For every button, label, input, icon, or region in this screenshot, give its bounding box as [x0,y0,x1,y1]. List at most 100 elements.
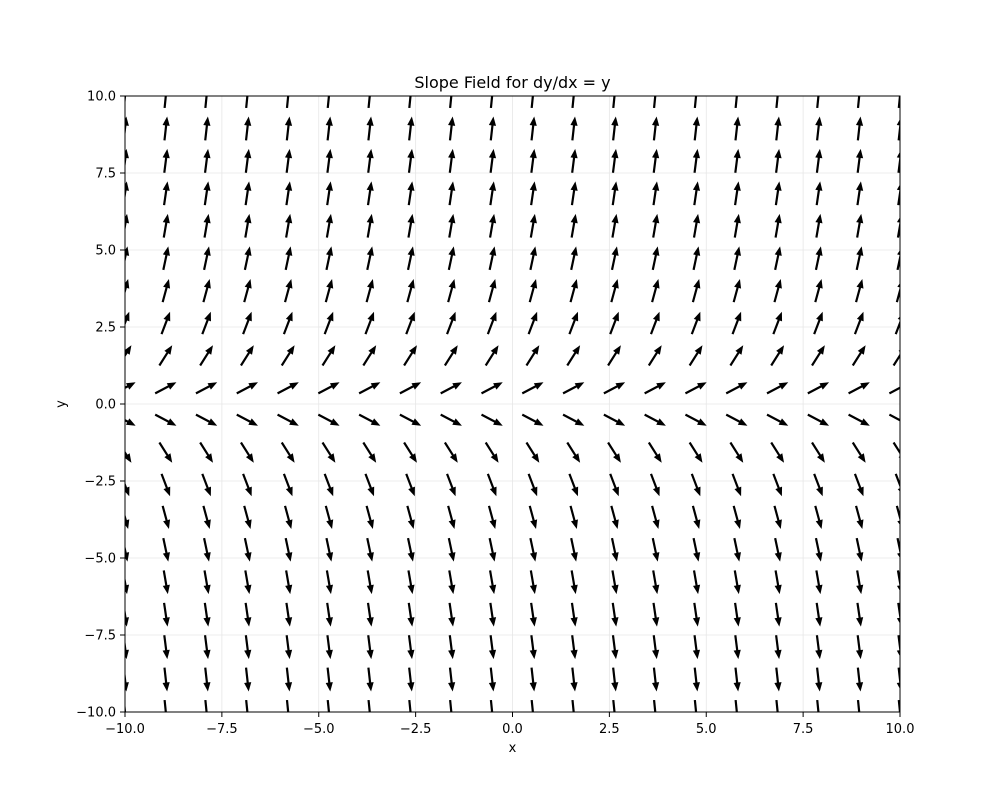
slope-arrow [609,311,619,335]
slope-arrow [896,217,900,238]
slope-arrow [284,246,293,271]
slope-arrow [896,635,900,657]
slope-arrow [816,699,820,712]
slope-arrow [611,570,619,595]
slope-arrow [774,213,782,238]
slope-arrow [692,635,701,660]
slope-arrow [204,699,208,712]
slope-arrow [815,181,823,206]
x-tick-label: 10.0 [886,722,915,737]
slope-arrow [285,213,293,238]
slope-arrow [240,441,254,463]
slope-arrow [448,570,456,595]
slope-arrow [733,213,741,238]
slope-arrow [856,148,864,173]
slope-arrow [529,570,537,595]
slope-arrow [774,537,782,562]
slope-arrow [894,473,900,492]
slope-arrow [125,575,130,595]
slope-arrow [733,570,741,595]
slope-arrow [446,311,456,335]
slope-arrow [773,505,782,530]
slope-arrow [162,116,170,141]
slope-arrow [570,148,578,173]
slope-arrow [529,148,537,173]
slope-arrow [244,213,252,238]
slope-arrow [525,345,540,367]
slope-arrow [448,148,456,173]
slope-arrow [896,151,900,173]
slope-arrow [770,345,785,367]
y-axis-label: y [54,400,69,408]
slope-arrow [651,246,660,271]
slope-arrow [603,382,626,395]
slope-arrow [203,246,211,271]
slope-arrow [366,635,374,660]
slope-arrow [895,505,900,525]
slope-arrow [774,148,782,173]
slope-arrow [562,413,585,426]
slope-arrow [367,96,371,109]
slope-arrow [125,513,130,530]
slope-arrow [403,345,417,367]
slope-arrow [244,602,252,627]
slope-arrow [283,505,293,530]
slope-arrow [480,413,503,426]
slope-arrow [529,213,537,238]
slope-arrow [280,345,295,367]
y-tick-label: −2.5 [84,475,116,490]
slope-arrow [447,505,456,530]
slope-arrow [488,148,497,173]
slope-arrow [896,250,900,271]
slope-arrow [815,116,823,141]
slope-arrow [856,699,861,712]
slope-arrow [688,441,703,463]
slope-arrow [807,413,830,426]
slope-arrow [851,441,866,463]
slope-arrow [325,213,333,238]
slope-arrow [570,181,578,206]
slope-arrow [236,413,258,426]
slope-arrow [202,505,211,530]
slope-arrow [610,505,619,530]
slope-arrow [896,602,900,624]
x-tick-label: 0.0 [502,722,523,737]
y-tick-label: 10.0 [87,90,116,105]
slope-arrow [690,473,701,497]
slope-arrow [734,699,738,712]
slope-arrow [362,441,377,463]
slope-arrow [125,382,136,390]
slope-arrow [203,213,211,238]
y-tick-label: −10.0 [76,706,116,721]
slope-arrow [570,570,578,595]
slope-arrow [244,116,252,141]
slope-arrow [449,699,453,712]
slope-arrow [611,116,619,141]
slope-arrow [732,278,742,303]
slope-arrow [366,116,374,141]
slope-arrow [448,116,456,141]
slope-arrow [125,213,130,233]
slope-arrow [811,441,825,463]
slope-arrow [529,602,537,627]
slope-arrow [282,473,293,497]
slope-arrow [488,667,497,692]
slope-arrow [731,311,742,335]
slope-arrow [529,537,538,562]
slope-arrow [644,382,666,395]
slope-arrow [774,246,782,271]
slope-arrow [651,537,660,562]
slope-arrow [407,116,415,141]
slope-arrow [570,116,578,141]
slope-arrow [325,537,334,562]
slope-arrow [158,441,173,463]
slope-arrows [125,96,900,712]
slope-arrow [325,667,333,692]
slope-arrow [486,311,497,335]
slope-arrow [607,345,621,367]
slope-arrow [692,537,701,562]
x-tick-label: −10.0 [105,722,145,737]
slope-arrow [610,278,619,303]
slope-arrow [774,570,782,595]
